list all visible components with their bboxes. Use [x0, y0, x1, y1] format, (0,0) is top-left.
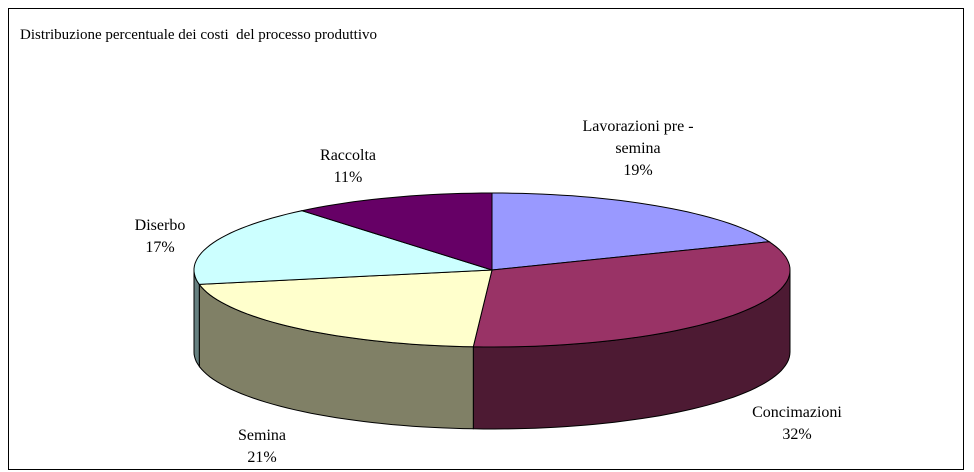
chart-title: Distribuzione percentuale dei costi del …	[20, 27, 377, 43]
data-label: Diserbo 17%	[100, 215, 220, 259]
pie-slice	[491, 192, 771, 271]
slice-percent: 17%	[145, 239, 175, 256]
pie-slice	[198, 269, 493, 348]
data-label: Concimazioni 32%	[717, 402, 877, 446]
pie-slice-side	[193, 269, 200, 369]
slice-name: Semina	[238, 427, 286, 444]
slice-name: Lavorazioni pre - semina	[582, 118, 694, 157]
slice-percent: 11%	[333, 169, 363, 186]
data-label: Semina 21%	[202, 425, 322, 469]
slice-name: Raccolta	[320, 147, 376, 164]
slice-name: Diserbo	[134, 217, 186, 234]
data-label: Lavorazioni pre - semina 19%	[568, 116, 708, 182]
slice-percent: 32%	[782, 426, 812, 443]
pie-slice	[472, 241, 791, 348]
pie-slice	[300, 192, 493, 271]
data-label: Raccolta 11%	[288, 145, 408, 189]
pie-slice	[193, 210, 493, 285]
slice-percent: 21%	[247, 449, 277, 466]
chart-frame	[8, 8, 964, 470]
slice-percent: 19%	[623, 162, 653, 179]
slice-name: Concimazioni	[752, 404, 842, 421]
